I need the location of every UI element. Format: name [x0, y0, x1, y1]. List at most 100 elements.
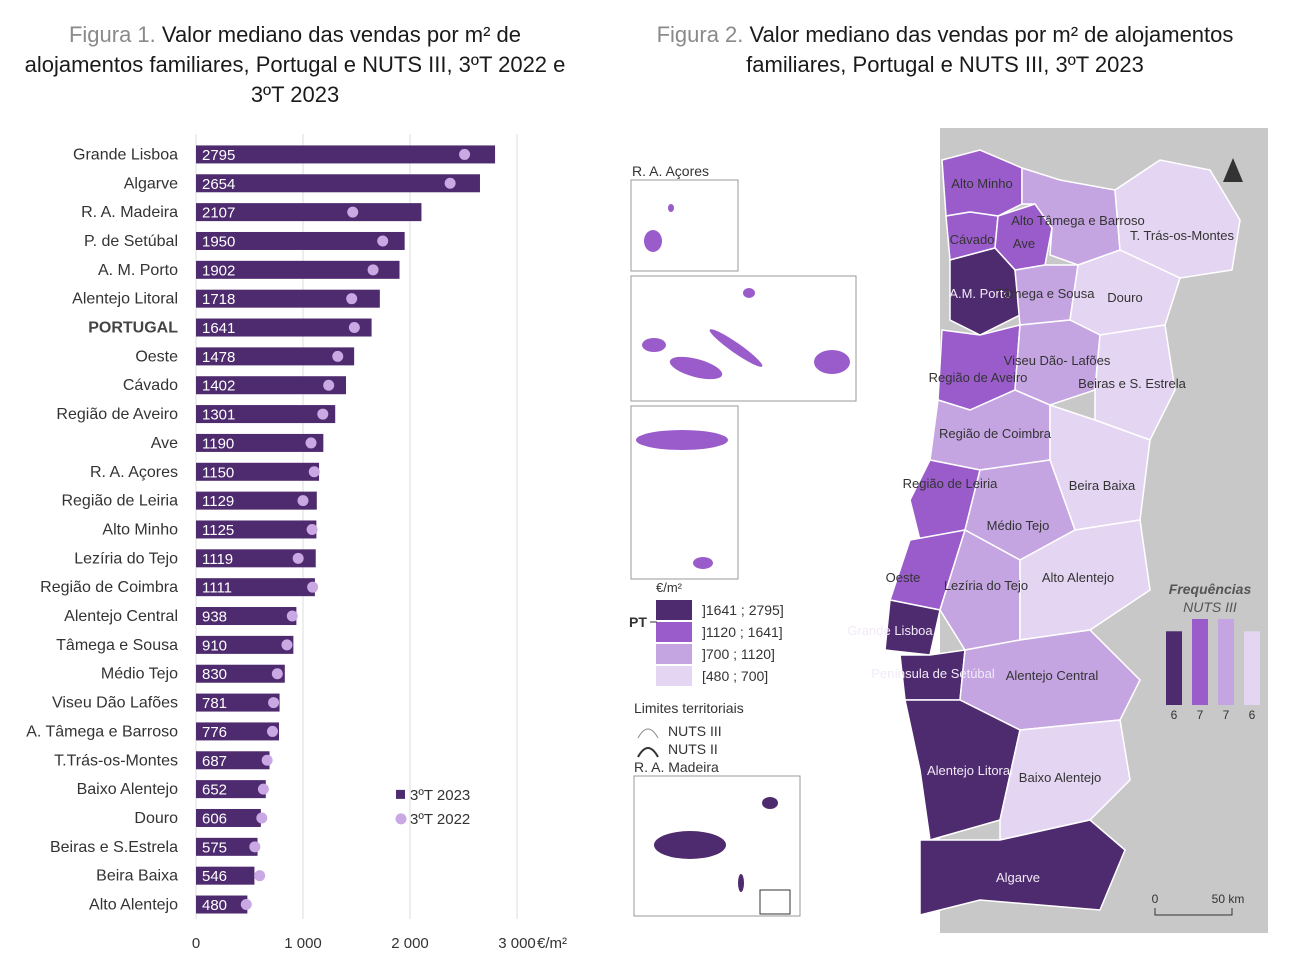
x-tick-label: 3 000 [498, 935, 536, 952]
category-label: Alto Alentejo [89, 897, 178, 914]
marker-2022 [323, 379, 335, 391]
bar-2023 [196, 260, 400, 279]
marker-2022 [444, 177, 456, 189]
bar-value-label: 1902 [202, 262, 235, 279]
bar-value-label: 2795 [202, 147, 235, 164]
map-legend: ]1641 ; 2795]]1120 ; 1641]]700 ; 1120] [4… [656, 600, 784, 686]
bar-value-label: 1478 [202, 349, 235, 366]
inset-acores-central [630, 275, 857, 402]
bar-2023 [196, 751, 270, 770]
marker-2022 [317, 408, 329, 420]
bar-2023 [196, 203, 422, 222]
category-label: R. A. Madeira [81, 204, 178, 221]
bar-value-label: 1301 [202, 407, 235, 424]
bar-value-label: 938 [202, 609, 227, 626]
marker-2022 [459, 148, 471, 160]
island-madeira [654, 831, 726, 859]
legend-class-swatch [656, 622, 692, 642]
choropleth-map: Alto Minho Cávado Ave Alto Tâmega e Barr… [629, 128, 1268, 933]
label-beira-baixa: Beira Baixa [1069, 478, 1136, 493]
category-label: T.Trás-os-Montes [54, 752, 178, 769]
frequency-bar [1166, 631, 1182, 705]
label-tamega: Tâmega e Sousa [995, 286, 1095, 301]
bar-2023 [196, 780, 266, 799]
bar-chart: Grande Lisboa 2795 Algarve 2654 R. A. Madeir… [26, 134, 567, 952]
marker-2022 [261, 754, 273, 766]
category-label: Lezíria do Tejo [74, 550, 178, 567]
category-label: Região de Coimbra [40, 579, 178, 596]
north-arrow-icon [1223, 158, 1243, 182]
label-cavado: Cávado [950, 232, 995, 247]
island-sao-jorge [709, 329, 763, 367]
bar-2023 [196, 520, 317, 539]
frequency-bars: 6 7 7 6 [1166, 619, 1260, 722]
marker-2022 [332, 350, 344, 362]
bar-value-label: 1190 [202, 435, 234, 452]
bar-value-label: 1129 [202, 493, 234, 510]
bar-value-label: 575 [202, 839, 227, 856]
scale-50km: 50 km [1212, 892, 1245, 906]
limits-title: Limites territoriais [634, 700, 744, 716]
category-label: Alentejo Central [64, 608, 178, 625]
legend-class-label: ]1120 ; 1641] [702, 624, 783, 640]
category-label: A. Tâmega e Barroso [26, 723, 178, 740]
label-viseu: Viseu Dão- Lafões [1004, 353, 1111, 368]
bar-value-label: 652 [202, 782, 227, 799]
x-axis-unit: €/m² [537, 935, 567, 952]
island-pico [669, 356, 723, 380]
marker-2022 [308, 466, 320, 478]
legend-swatch-2023 [396, 789, 405, 799]
category-label: Alto Minho [102, 521, 178, 538]
legend-unit: €/m² [656, 580, 683, 595]
x-tick-label: 2 000 [391, 935, 429, 952]
bar-2023 [196, 433, 324, 452]
bar-value-label: 546 [202, 868, 227, 885]
bar-value-label: 830 [202, 666, 227, 683]
legend-class-label: [480 ; 700] [702, 668, 768, 684]
category-label: Baixo Alentejo [77, 781, 179, 798]
bar-value-label: 1950 [202, 233, 235, 250]
bar-value-label: 2107 [202, 205, 235, 222]
label-leziria: Lezíria do Tejo [944, 578, 1028, 593]
legend-pt-marker: PT [629, 614, 647, 630]
frequency-value: 7 [1197, 708, 1204, 722]
bar-2023 [196, 174, 480, 193]
limit-nuts2: NUTS II [668, 741, 718, 757]
label-ave: Ave [1013, 236, 1035, 251]
category-label: Alentejo Litoral [72, 291, 178, 308]
limit-nuts2-icon [637, 747, 659, 758]
category-label: Oeste [135, 348, 178, 365]
category-label: R. A. Açores [90, 464, 178, 481]
label-setubal: Península de Setúbal [871, 666, 995, 681]
legend-class-swatch [656, 644, 692, 664]
category-label: P. de Setúbal [84, 233, 178, 250]
bar-2023 [196, 808, 261, 827]
marker-2022 [271, 668, 283, 680]
bar-2023 [196, 376, 347, 395]
bar-2023 [196, 895, 248, 914]
bar-2023 [196, 693, 280, 712]
bar-value-label: 1111 [202, 580, 232, 597]
label-grande-lisboa: Grande Lisboa [847, 623, 933, 638]
label-alentejo-central: Alentejo Central [1006, 668, 1099, 683]
category-label: Algarve [124, 175, 178, 192]
marker-2022 [377, 235, 389, 247]
bar-2023 [196, 145, 496, 164]
bar-2023 [196, 347, 355, 366]
category-label: Tâmega e Sousa [56, 637, 178, 654]
label-am-porto: A.M. Porto [949, 286, 1010, 301]
figure1-title: Figura 1. Valor mediano das vendas por m… [10, 20, 580, 110]
category-label: PORTUGAL [88, 320, 178, 337]
label-coimbra: Região de Coimbra [939, 426, 1052, 441]
region-alto-tamega [1021, 166, 1121, 266]
category-label: Região de Leiria [61, 493, 178, 510]
marker-2022 [306, 523, 318, 535]
bar-2023 [196, 405, 336, 424]
marker-2022 [346, 293, 358, 305]
bar-2023 [196, 549, 316, 568]
category-label: Ave [151, 435, 178, 452]
figure1-prefix: Figura 1. [68, 22, 156, 47]
label-aveiro: Região de Aveiro [929, 370, 1028, 385]
bar-value-label: 1718 [202, 291, 235, 308]
marker-2022 [347, 206, 359, 218]
